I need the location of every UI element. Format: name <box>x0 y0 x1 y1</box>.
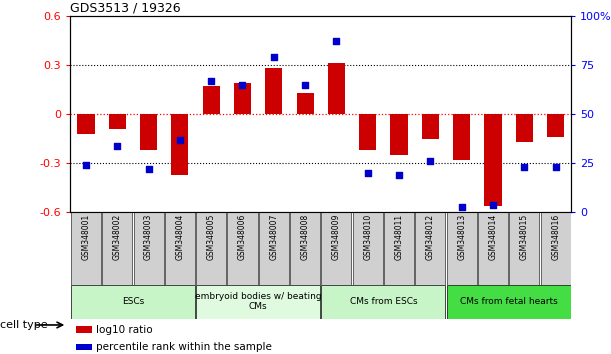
Bar <box>328 63 345 114</box>
Text: GSM348006: GSM348006 <box>238 214 247 260</box>
Bar <box>453 114 470 160</box>
Point <box>519 164 529 170</box>
Point <box>175 137 185 143</box>
Text: cell type: cell type <box>0 320 48 330</box>
Bar <box>227 212 257 285</box>
Bar <box>510 212 540 285</box>
Text: GSM348007: GSM348007 <box>269 214 278 260</box>
Text: GSM348010: GSM348010 <box>364 214 372 260</box>
Bar <box>102 212 132 285</box>
Point <box>81 162 91 168</box>
Text: GSM348008: GSM348008 <box>301 214 310 260</box>
Point <box>551 164 560 170</box>
Bar <box>516 114 533 142</box>
Text: GSM348014: GSM348014 <box>489 214 497 260</box>
Bar <box>71 285 195 319</box>
Point <box>394 172 404 178</box>
Point <box>112 143 122 148</box>
Bar <box>321 285 445 319</box>
Bar <box>165 212 195 285</box>
Bar <box>196 212 226 285</box>
Bar <box>171 114 188 175</box>
Point <box>269 55 279 60</box>
Bar <box>390 114 408 155</box>
Point <box>300 82 310 87</box>
Text: GSM348005: GSM348005 <box>207 214 216 260</box>
Bar <box>76 326 92 333</box>
Text: GSM348011: GSM348011 <box>395 214 403 260</box>
Bar <box>259 212 289 285</box>
Text: CMs from ESCs: CMs from ESCs <box>349 297 417 306</box>
Bar <box>234 83 251 114</box>
Bar <box>547 114 564 137</box>
Bar <box>196 285 320 319</box>
Bar <box>415 212 445 285</box>
Point <box>425 159 435 164</box>
Bar <box>290 212 320 285</box>
Text: GSM348003: GSM348003 <box>144 214 153 260</box>
Bar <box>140 114 157 150</box>
Bar <box>478 212 508 285</box>
Text: GSM348009: GSM348009 <box>332 214 341 260</box>
Text: GDS3513 / 19326: GDS3513 / 19326 <box>70 2 181 15</box>
Point <box>332 39 342 44</box>
Bar <box>109 114 126 129</box>
Bar <box>78 114 95 134</box>
Bar <box>485 114 502 206</box>
Bar <box>359 114 376 150</box>
Bar <box>76 344 92 350</box>
Bar <box>384 212 414 285</box>
Point <box>144 166 153 172</box>
Point <box>207 78 216 84</box>
Text: GSM348001: GSM348001 <box>81 214 90 260</box>
Text: CMs from fetal hearts: CMs from fetal hearts <box>460 297 557 306</box>
Point <box>238 82 247 87</box>
Bar <box>203 86 220 114</box>
Text: GSM348004: GSM348004 <box>175 214 185 260</box>
Bar <box>447 285 571 319</box>
Bar <box>422 114 439 139</box>
Bar <box>265 68 282 114</box>
Point <box>363 170 373 176</box>
Text: ESCs: ESCs <box>122 297 144 306</box>
Text: GSM348012: GSM348012 <box>426 214 435 260</box>
Point <box>457 204 467 209</box>
Point <box>488 202 498 207</box>
Text: GSM348016: GSM348016 <box>551 214 560 260</box>
Bar <box>353 212 382 285</box>
Bar <box>296 93 313 114</box>
Text: percentile rank within the sample: percentile rank within the sample <box>96 342 272 352</box>
Text: log10 ratio: log10 ratio <box>96 325 153 335</box>
Text: GSM348002: GSM348002 <box>113 214 122 260</box>
Bar <box>134 212 164 285</box>
Bar <box>541 212 571 285</box>
Bar <box>71 212 101 285</box>
Text: GSM348015: GSM348015 <box>520 214 529 260</box>
Bar <box>321 212 351 285</box>
Text: GSM348013: GSM348013 <box>457 214 466 260</box>
Bar <box>447 212 477 285</box>
Text: embryoid bodies w/ beating
CMs: embryoid bodies w/ beating CMs <box>195 292 321 312</box>
